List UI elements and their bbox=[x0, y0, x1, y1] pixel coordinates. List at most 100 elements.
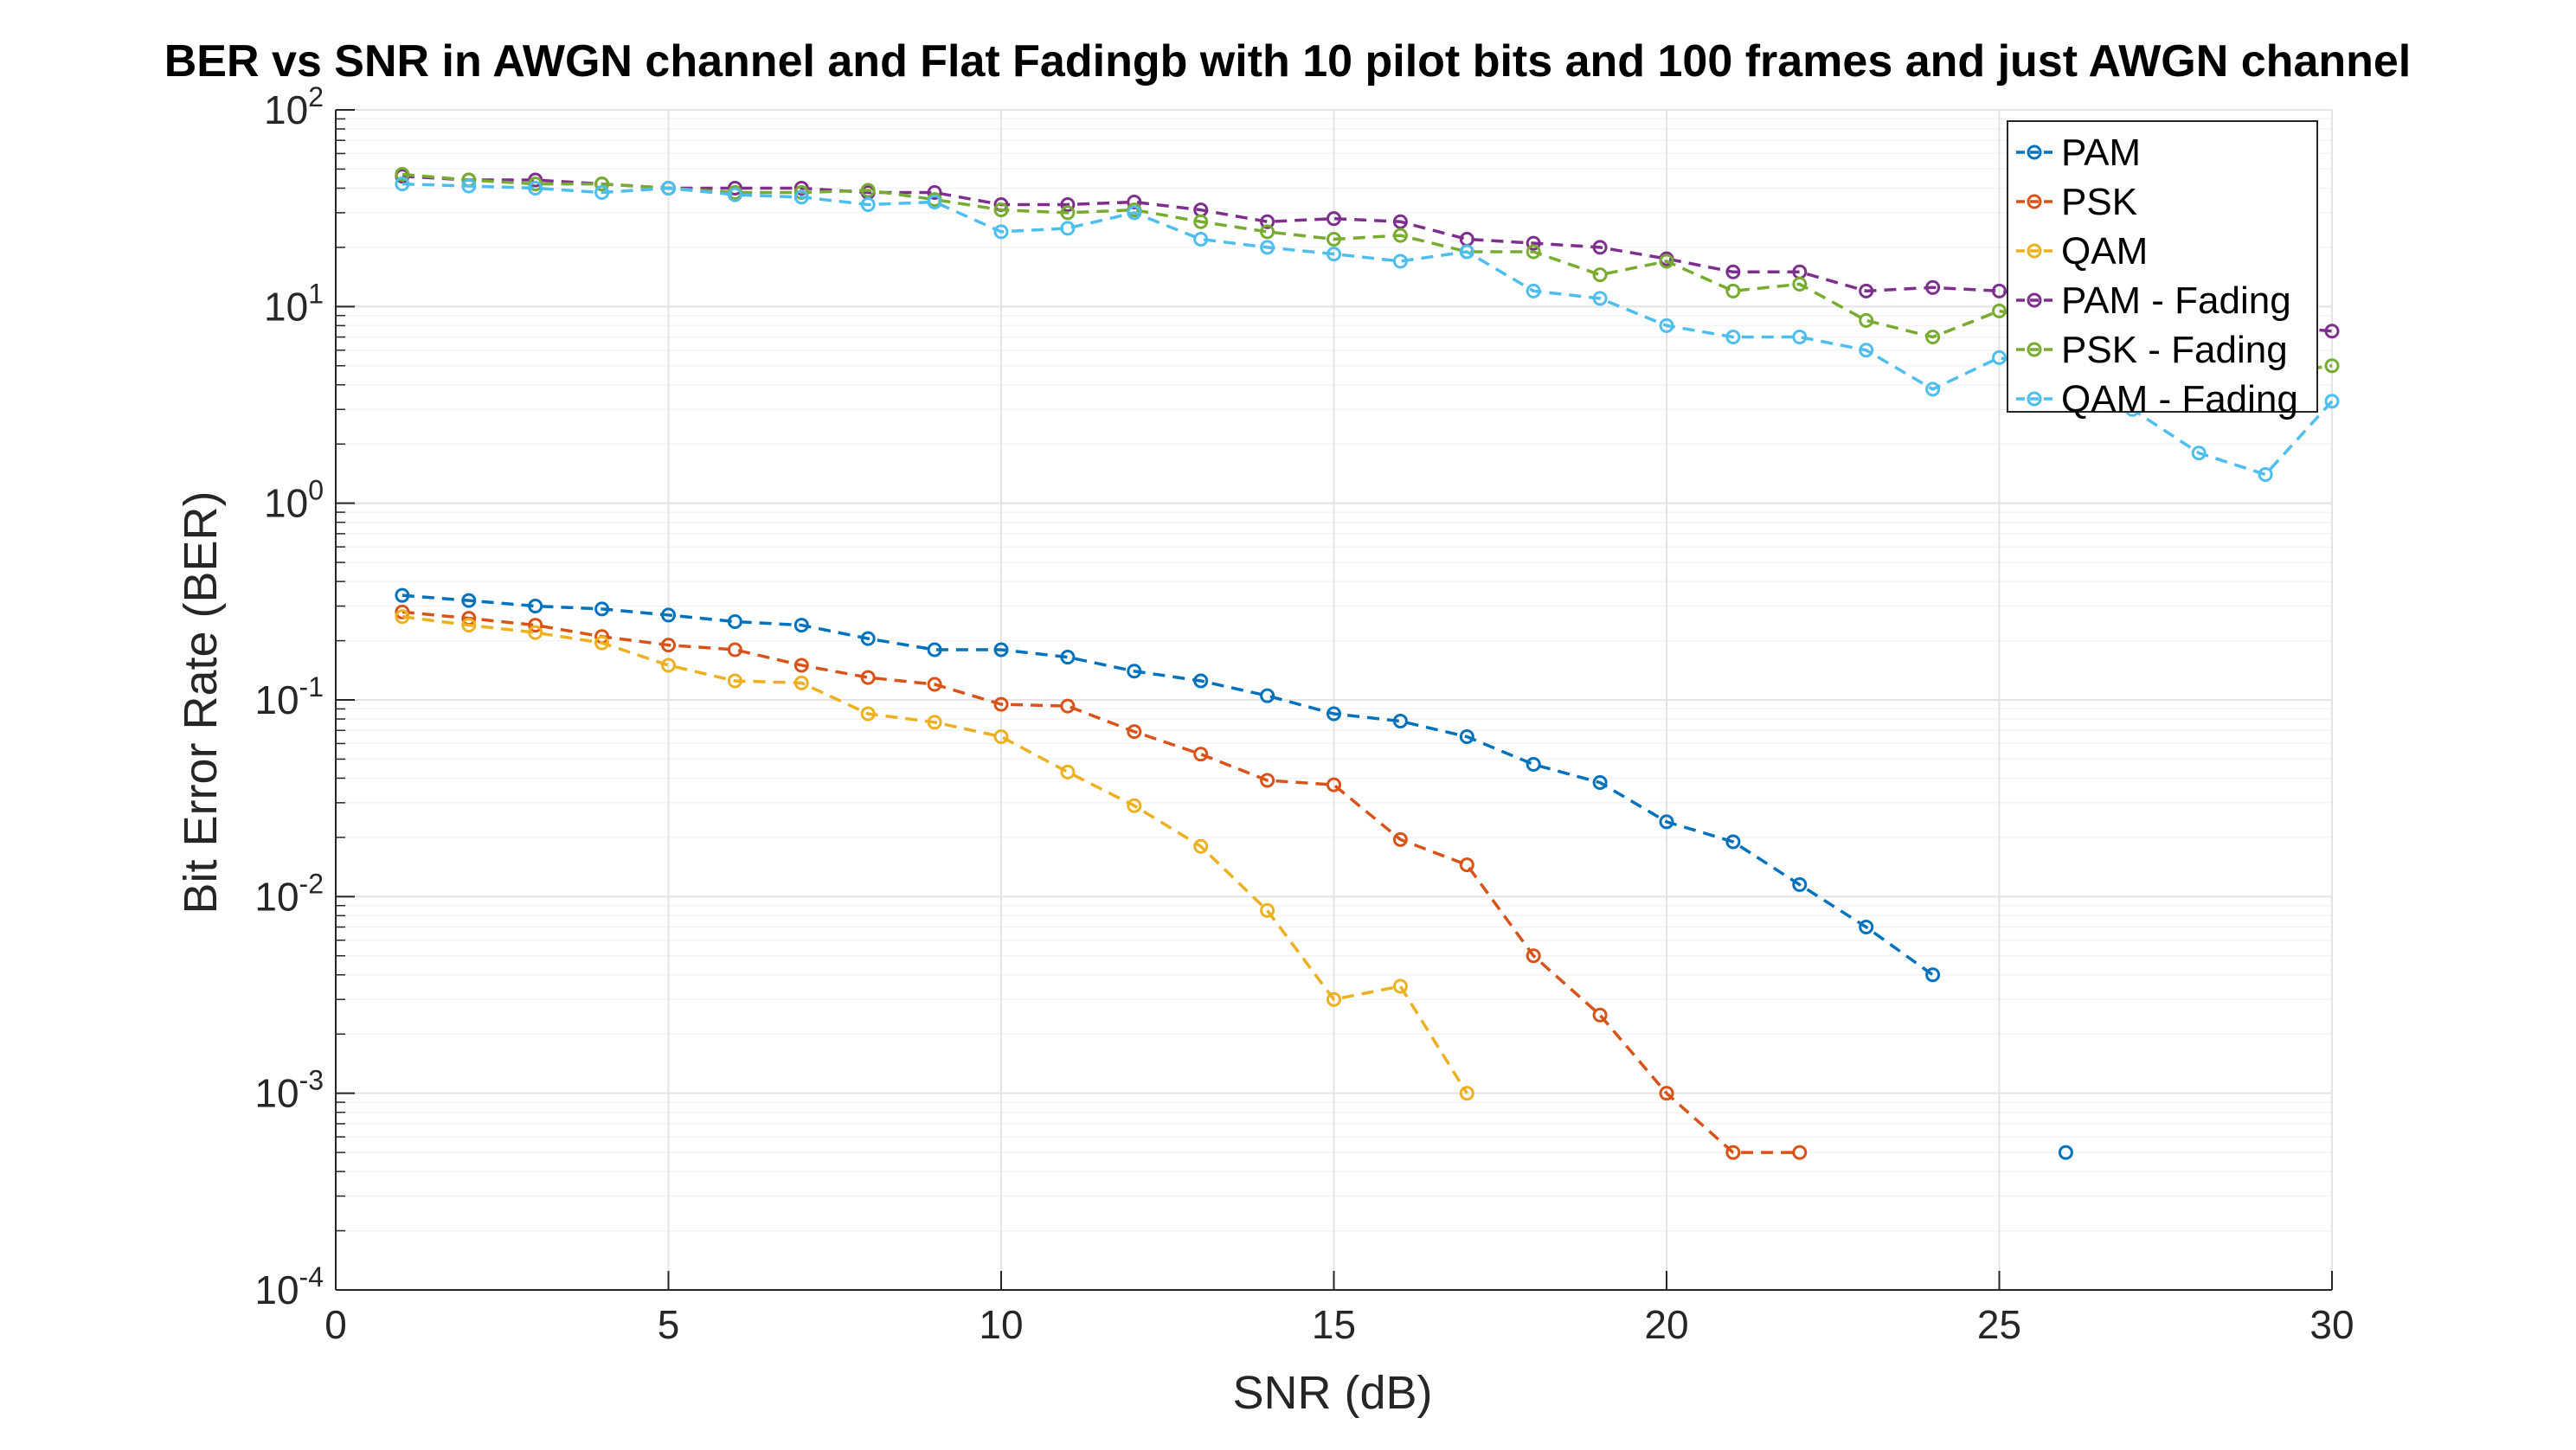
data-point bbox=[661, 607, 676, 623]
data-point bbox=[2324, 324, 2340, 339]
data-point bbox=[1592, 775, 1608, 791]
data-point bbox=[1327, 211, 1341, 227]
data-point bbox=[1392, 253, 1408, 269]
data-point bbox=[1925, 382, 1941, 397]
data-point bbox=[793, 658, 809, 673]
data-point bbox=[1260, 214, 1275, 229]
data-point bbox=[1260, 902, 1275, 918]
data-point bbox=[1260, 773, 1275, 788]
data-point bbox=[1859, 343, 1874, 358]
data-point bbox=[461, 593, 477, 608]
y-tick-label: 10-1 bbox=[254, 671, 324, 722]
data-point bbox=[1925, 279, 1941, 295]
legend-label: QAM - Fading bbox=[2061, 378, 2298, 420]
data-point bbox=[1193, 214, 1209, 229]
data-point bbox=[1659, 814, 1674, 830]
data-point bbox=[1260, 224, 1275, 240]
x-tick-label: 10 bbox=[979, 1302, 1023, 1347]
data-point bbox=[927, 195, 942, 210]
data-point bbox=[1592, 1007, 1608, 1023]
data-point bbox=[993, 696, 1009, 712]
legend-item: PSK bbox=[2016, 181, 2137, 223]
data-point bbox=[528, 180, 543, 196]
data-point bbox=[1060, 221, 1076, 236]
data-point bbox=[1792, 276, 1808, 292]
data-point bbox=[1859, 283, 1874, 298]
data-point bbox=[1392, 228, 1408, 243]
data-point bbox=[594, 635, 610, 651]
legend-label: PAM - Fading bbox=[2061, 279, 2291, 322]
data-point bbox=[1792, 1145, 1808, 1160]
y-tick-label: 101 bbox=[264, 278, 324, 329]
data-point bbox=[1725, 283, 1741, 298]
data-point bbox=[1327, 706, 1341, 722]
data-point bbox=[1592, 267, 1608, 283]
data-point bbox=[860, 196, 876, 212]
data-point bbox=[1260, 240, 1275, 255]
data-point bbox=[1127, 798, 1142, 813]
data-point bbox=[1859, 312, 1874, 328]
data-point bbox=[1327, 991, 1341, 1007]
legend-item: PAM bbox=[2016, 132, 2141, 174]
y-tick-label: 102 bbox=[264, 81, 324, 132]
x-axis-label: SNR (dB) bbox=[1232, 1367, 1432, 1419]
data-point bbox=[793, 180, 809, 196]
data-point bbox=[661, 658, 676, 673]
data-point bbox=[1925, 967, 1941, 983]
data-point bbox=[1526, 235, 1541, 251]
data-point bbox=[1392, 978, 1408, 994]
data-point bbox=[395, 176, 410, 192]
data-point bbox=[594, 185, 610, 201]
data-point bbox=[727, 187, 742, 202]
data-point bbox=[1792, 877, 1808, 893]
data-point bbox=[1592, 291, 1608, 306]
data-point bbox=[727, 180, 742, 196]
data-point bbox=[860, 183, 876, 198]
data-point bbox=[1526, 244, 1541, 260]
data-point bbox=[528, 618, 543, 633]
data-point bbox=[594, 176, 610, 192]
data-point bbox=[860, 670, 876, 685]
legend-item: PSK - Fading bbox=[2016, 329, 2288, 371]
data-point bbox=[1193, 838, 1209, 854]
data-point bbox=[395, 167, 410, 183]
data-point bbox=[2324, 358, 2340, 374]
data-point bbox=[1193, 747, 1209, 762]
x-tick-label: 5 bbox=[658, 1302, 680, 1347]
data-point bbox=[727, 673, 742, 689]
data-point bbox=[927, 185, 942, 201]
data-point bbox=[1659, 1086, 1674, 1101]
series-line bbox=[401, 615, 1468, 1094]
legend-label: PAM bbox=[2061, 132, 2141, 174]
data-point bbox=[1725, 264, 1741, 279]
data-point bbox=[993, 224, 1009, 240]
data-point bbox=[1392, 714, 1408, 729]
data-point bbox=[993, 729, 1009, 745]
data-point bbox=[927, 642, 942, 658]
data-point bbox=[1260, 688, 1275, 703]
data-point bbox=[1327, 247, 1341, 262]
data-point bbox=[1459, 729, 1474, 745]
series-pam bbox=[395, 587, 2073, 1160]
x-tick-label: 0 bbox=[324, 1302, 347, 1347]
data-point bbox=[395, 587, 410, 603]
data-point bbox=[1526, 757, 1541, 773]
data-point bbox=[860, 631, 876, 646]
data-point bbox=[1526, 283, 1541, 298]
x-tick-label: 20 bbox=[1644, 1302, 1688, 1347]
x-tick-label: 15 bbox=[1312, 1302, 1356, 1347]
legend-marker bbox=[2027, 391, 2042, 407]
data-point bbox=[1060, 698, 1076, 714]
series-psk bbox=[395, 604, 1808, 1160]
data-point bbox=[1459, 244, 1474, 260]
data-point bbox=[1060, 205, 1076, 221]
data-point bbox=[1459, 1086, 1474, 1101]
legend-marker bbox=[2027, 144, 2042, 160]
data-point bbox=[1659, 318, 1674, 333]
data-point bbox=[1526, 948, 1541, 964]
data-point bbox=[727, 642, 742, 658]
data-point bbox=[993, 202, 1009, 218]
data-point bbox=[1060, 764, 1076, 780]
legend-marker bbox=[2027, 194, 2042, 209]
